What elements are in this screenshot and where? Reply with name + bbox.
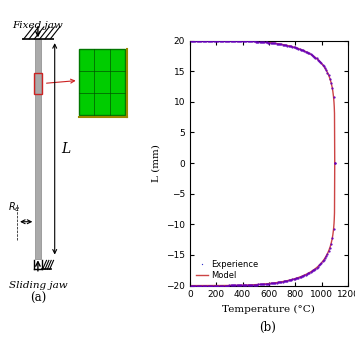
Text: $R_e$: $R_e$ <box>8 200 20 214</box>
X-axis label: Temperature (°C): Temperature (°C) <box>223 305 315 314</box>
Y-axis label: L (mm): L (mm) <box>152 144 160 182</box>
Text: Sliding jaw: Sliding jaw <box>9 281 67 290</box>
Text: (a): (a) <box>30 292 46 305</box>
Text: L: L <box>61 142 70 156</box>
Legend: Experience, Model: Experience, Model <box>194 259 261 282</box>
Bar <box>35 39 40 259</box>
Text: Fixed jaw: Fixed jaw <box>12 21 63 30</box>
Bar <box>78 49 125 115</box>
Bar <box>34 73 42 94</box>
Text: (b): (b) <box>260 321 277 334</box>
